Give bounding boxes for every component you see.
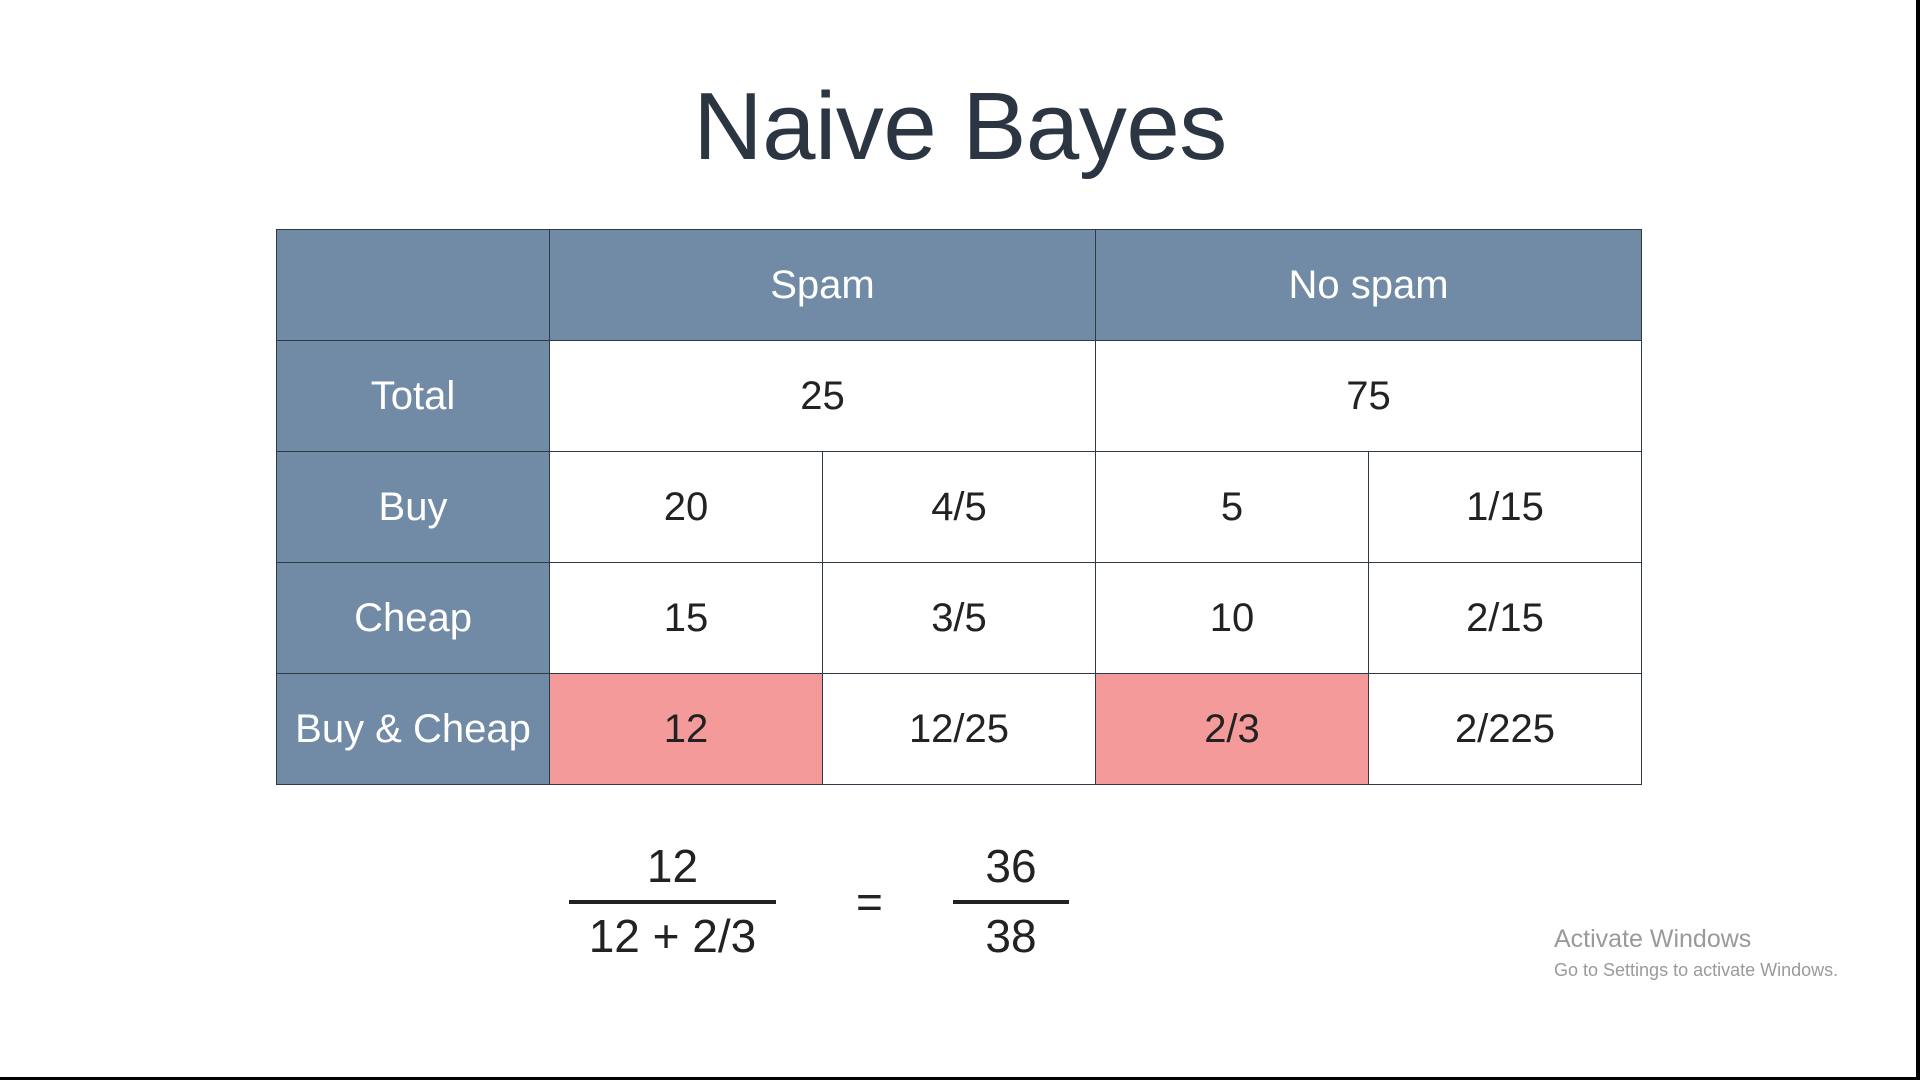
cheap-spam-count: 15	[549, 562, 823, 674]
row-label-buy-and-cheap: Buy & Cheap	[276, 673, 550, 785]
left-fraction-bar	[569, 900, 776, 904]
watermark-subtitle: Go to Settings to activate Windows.	[1554, 960, 1839, 980]
total-no-spam-cell: 75	[1095, 340, 1642, 452]
buy-cheap-no-spam-prob: 2/225	[1368, 673, 1642, 785]
right-numerator: 36	[985, 840, 1037, 892]
cheap-no-spam-prob: 2/15	[1368, 562, 1642, 674]
activate-windows-watermark: Activate Windows Go to Settings to activ…	[1554, 925, 1838, 981]
table-row-total: Total 25 75	[276, 340, 1642, 452]
cheap-spam-prob: 3/5	[822, 562, 1096, 674]
row-label-buy: Buy	[276, 451, 550, 563]
table-header-row: Spam No spam	[276, 229, 1642, 341]
left-denominator: 12 + 2/3	[588, 910, 757, 962]
buy-spam-count: 20	[549, 451, 823, 563]
bayes-formula: 12 12 + 2/3 = 36 38	[0, 838, 1916, 968]
probability-table: Spam No spam Total 25 75 Buy 20 4/5 5 1/…	[276, 229, 1642, 785]
row-label-total: Total	[276, 340, 550, 452]
row-label-cheap: Cheap	[276, 562, 550, 674]
right-fraction-bar	[953, 900, 1069, 904]
slide-title: Naive Bayes	[693, 73, 1227, 180]
header-spam: Spam	[549, 229, 1096, 341]
left-fraction: 12 12 + 2/3	[569, 838, 776, 964]
buy-no-spam-prob: 1/15	[1368, 451, 1642, 563]
watermark-title: Activate Windows	[1554, 925, 1752, 953]
cheap-no-spam-count: 10	[1095, 562, 1369, 674]
buy-no-spam-count: 5	[1095, 451, 1369, 563]
header-no-spam: No spam	[1095, 229, 1642, 341]
total-spam-cell: 25	[549, 340, 1096, 452]
corner-header-cell	[276, 229, 550, 341]
table-row-buy: Buy 20 4/5 5 1/15	[276, 451, 1642, 563]
buy-cheap-spam-prob: 12/25	[822, 673, 1096, 785]
left-numerator: 12	[646, 840, 699, 892]
table-row-cheap: Cheap 15 3/5 10 2/15	[276, 562, 1642, 674]
right-fraction: 36 38	[953, 838, 1069, 964]
buy-cheap-no-spam-highlight: 2/3	[1095, 673, 1369, 785]
buy-spam-prob: 4/5	[822, 451, 1096, 563]
buy-cheap-spam-highlight: 12	[549, 673, 823, 785]
table-row-buy-and-cheap: Buy & Cheap 12 12/25 2/3 2/225	[276, 673, 1642, 785]
right-denominator: 38	[985, 910, 1037, 962]
equals-sign: =	[856, 876, 883, 928]
